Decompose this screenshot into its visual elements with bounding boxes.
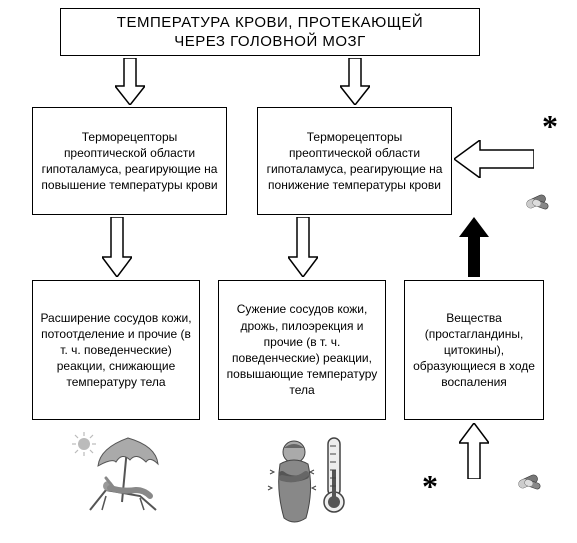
receptor-down-box: Терморецепторы преоптической области гип… [257,107,452,215]
effect-dilate-text: Расширение сосудов кожи, потоотделение и… [39,310,193,391]
receptor-down-text: Терморецепторы преоптической области гип… [264,129,445,194]
title-line2: ЧЕРЕЗ ГОЛОВНОЙ МОЗГ [174,33,366,50]
arrow-recept-down-to-constrict [288,217,318,277]
receptor-up-box: Терморецепторы преоптической области гип… [32,107,227,215]
receptor-up-text: Терморецепторы преоптической области гип… [39,129,220,194]
asterisk-bottom: * [422,468,438,505]
effect-constrict-text: Сужение сосудов кожи, дрожь, пилоэрекция… [225,301,379,398]
effect-dilate-box: Расширение сосудов кожи, потоотделение и… [32,280,200,420]
title-text: ТЕМПЕРАТУРА КРОВИ, ПРОТЕКАЮЩЕЙ ЧЕРЕЗ ГОЛ… [117,13,423,52]
arrow-recept-up-to-dilate [102,217,132,277]
arrow-title-to-recept-up [115,58,145,105]
title-box: ТЕМПЕРАТУРА КРОВИ, ПРОТЕКАЮЩЕЙ ЧЕРЕЗ ГОЛ… [60,8,480,56]
sunbather-icon [70,430,170,520]
asterisk-top: * [542,108,558,145]
substances-text: Вещества (простагландины, цитокины), обр… [411,310,537,391]
substances-box: Вещества (простагландины, цитокины), обр… [404,280,544,420]
title-line1: ТЕМПЕРАТУРА КРОВИ, ПРОТЕКАЮЩЕЙ [117,14,423,31]
arrow-substances-to-recept-down [459,217,489,277]
arrow-bottom-to-substances [459,423,489,479]
shivering-person-icon [262,430,352,530]
pills-icon-bottom [512,470,546,492]
arrow-external-to-recept-down [454,140,534,178]
arrow-title-to-recept-down [340,58,370,105]
effect-constrict-box: Сужение сосудов кожи, дрожь, пилоэрекция… [218,280,386,420]
pills-icon-top [520,190,554,212]
